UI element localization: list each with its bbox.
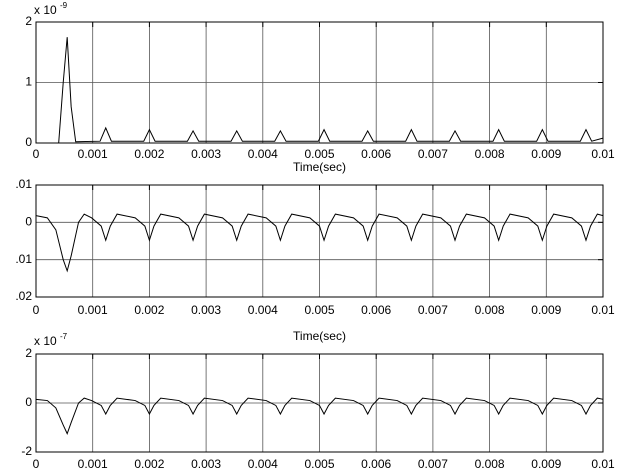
y-tick-label: .02 [15, 289, 32, 303]
x-tick-label: 0.003 [191, 303, 221, 317]
y-tick-label: 2 [25, 14, 32, 28]
x-tick-label: 0.007 [418, 457, 448, 471]
x-tick-label: 0.005 [304, 303, 334, 317]
y-exponent: x 10 [34, 3, 57, 17]
x-tick-label: 0.001 [78, 147, 108, 161]
y-tick-label: .01 [15, 177, 32, 191]
x-tick-label: 0.01 [591, 457, 615, 471]
x-tick-label: 0.007 [418, 303, 448, 317]
x-tick-label: 0 [33, 303, 40, 317]
x-tick-label: 0.006 [361, 303, 391, 317]
axes-box [35, 21, 604, 144]
x-tick-label: 0.008 [475, 303, 505, 317]
x-axis-label: Time(sec) [293, 329, 346, 343]
x-tick-label: 0.006 [361, 147, 391, 161]
x-tick-label: 0.002 [134, 303, 164, 317]
x-tick-label: 0.004 [248, 147, 278, 161]
line-series [35, 397, 604, 435]
x-tick-label: 0.001 [78, 303, 108, 317]
x-tick-label: 0.001 [78, 457, 108, 471]
y-exponent-power: -7 [60, 332, 68, 341]
x-tick-label: 0.01 [591, 303, 615, 317]
x-tick-label: 0.003 [191, 457, 221, 471]
x-tick-label: 0.004 [248, 303, 278, 317]
y-tick-label: 1 [25, 75, 32, 89]
x-tick-label: 0.008 [475, 147, 505, 161]
x-tick-label: 0.003 [191, 147, 221, 161]
y-exponent: x 10 [34, 334, 57, 348]
y-tick-label: 2 [25, 346, 32, 360]
x-tick-label: 0.01 [591, 147, 615, 161]
y-tick-label: 0 [25, 395, 32, 409]
x-tick-label: 0.009 [531, 303, 561, 317]
x-axis-label: Time(sec) [293, 160, 346, 174]
axes-box [35, 184, 604, 298]
x-tick-label: 0 [33, 147, 40, 161]
y-tick-label: 0 [25, 215, 32, 229]
x-tick-label: 0.006 [361, 457, 391, 471]
x-tick-label: 0.005 [304, 147, 334, 161]
x-tick-label: 0 [33, 457, 40, 471]
line-series [35, 213, 604, 273]
y-exponent-power: -9 [60, 1, 68, 10]
y-tick-label: 0 [25, 135, 32, 149]
x-tick-label: 0.002 [134, 147, 164, 161]
y-tick-label: .01 [15, 252, 32, 266]
x-tick-label: 0.002 [134, 457, 164, 471]
line-series [36, 37, 604, 144]
x-tick-label: 0.008 [475, 457, 505, 471]
x-tick-label: 0.009 [531, 457, 561, 471]
x-tick-label: 0.004 [248, 457, 278, 471]
y-tick-label: -2 [21, 444, 32, 458]
x-tick-label: 0.009 [531, 147, 561, 161]
x-tick-label: 0.005 [304, 457, 334, 471]
x-tick-label: 0.007 [418, 147, 448, 161]
axes-box [35, 353, 604, 453]
